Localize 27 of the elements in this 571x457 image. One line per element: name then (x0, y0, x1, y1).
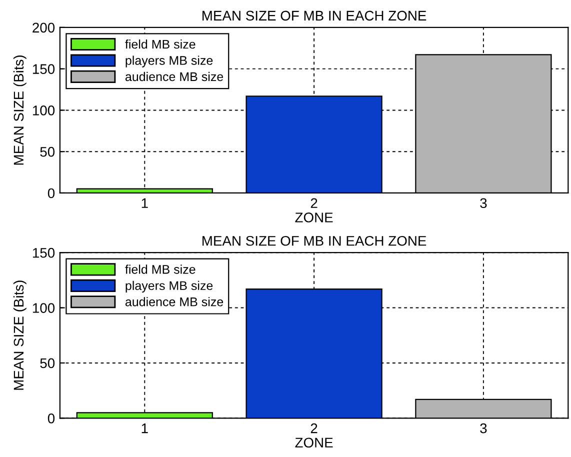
x-tick-label: 3 (480, 198, 487, 208)
chart-title: MEAN SIZE OF MB IN EACH ZONE (202, 10, 426, 21)
y-tick-label: 150 (32, 64, 55, 74)
x-tick-label: 2 (310, 198, 318, 208)
x-axis-title: ZONE (295, 212, 333, 222)
legend-label: players MB size (126, 280, 213, 293)
x-tick-label: 1 (142, 424, 148, 434)
y-axis-title: MEAN SIZE (Bits) (13, 56, 26, 165)
y-tick-label: 0 (48, 188, 55, 198)
y-tick-label: 150 (32, 248, 55, 258)
y-tick-label: 200 (32, 22, 55, 33)
chart-title: MEAN SIZE OF MB IN EACH ZONE (202, 236, 426, 246)
y-axis-title: MEAN SIZE (Bits) (13, 280, 26, 390)
x-axis-title: ZONE (295, 438, 333, 448)
x-tick-label: 2 (310, 423, 318, 434)
y-tick-label: 100 (32, 106, 55, 116)
legend-label: players MB size (126, 56, 213, 68)
legend-label: field MB size (125, 264, 196, 274)
legend-label: audience MB size (125, 72, 224, 82)
y-tick-label: 100 (32, 303, 55, 313)
x-tick-label: 1 (142, 198, 148, 208)
y-tick-label: 0 (48, 413, 55, 424)
legend-label: field MB size (125, 39, 196, 49)
y-tick-label: 50 (40, 358, 55, 368)
legend-label: audience MB size (125, 297, 224, 306)
x-tick-label: 3 (480, 423, 487, 434)
y-tick-label: 50 (40, 146, 55, 157)
